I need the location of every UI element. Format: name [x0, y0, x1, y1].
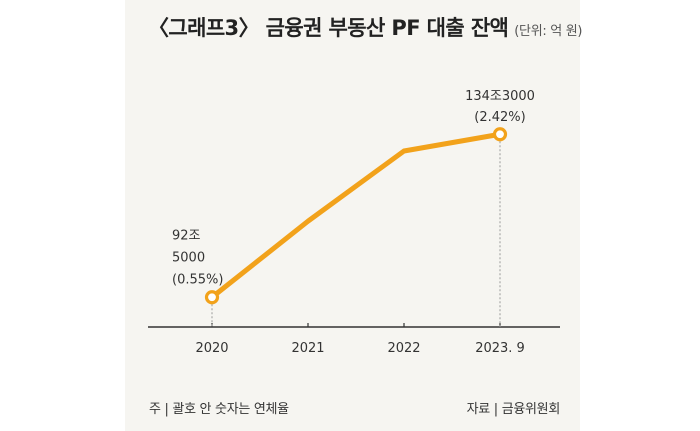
x-tick-label: 2021 — [291, 341, 324, 356]
data-label: (2.42%) — [474, 110, 525, 125]
data-label: (0.55%) — [172, 272, 223, 287]
data-label: 134조3000 — [465, 89, 535, 104]
chart-title: 〈그래프3〉 금융권 부동산 PF 대출 잔액 — [148, 16, 509, 40]
data-point-marker — [204, 290, 220, 305]
series-line — [209, 131, 503, 300]
title-row: 〈그래프3〉 금융권 부동산 PF 대출 잔액 (단위: 억 원) — [148, 12, 583, 44]
x-tick-label: 2020 — [195, 341, 228, 356]
footnote: 주 | 괄호 안 숫자는 연체율 — [149, 402, 289, 417]
data-label: 5000 — [172, 250, 205, 265]
source-note: 자료 | 금융위원회 — [466, 402, 561, 417]
x-tick-label: 2022 — [387, 341, 420, 356]
unit-label: (단위: 억 원) — [514, 24, 583, 39]
data-point-marker — [492, 127, 508, 142]
chart-panel — [125, 0, 580, 431]
data-label: 92조 — [172, 228, 201, 243]
x-tick-label: 2023. 9 — [475, 341, 525, 356]
